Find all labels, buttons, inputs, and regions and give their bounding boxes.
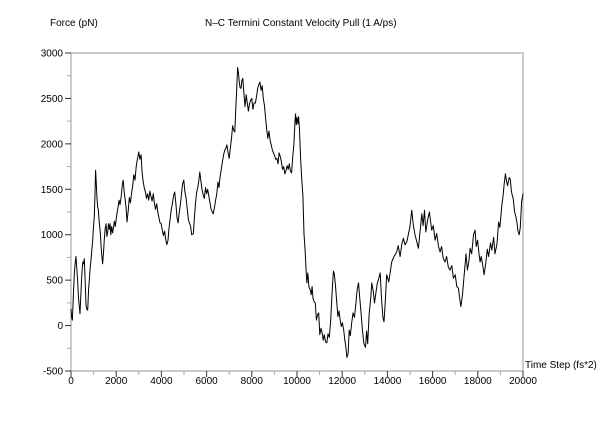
x-tick-label: 14000 [373,376,401,387]
plot-frame [70,52,524,372]
x-tick-label: 4000 [150,376,173,387]
y-tick-label: 2000 [41,139,64,150]
x-tick-label: 12000 [328,376,356,387]
y-tick-label: -500 [43,367,63,378]
x-tick-label: 20000 [509,376,537,387]
y-tick-label: 2500 [41,94,64,105]
x-tick-label: 2000 [105,376,128,387]
y-tick-label: 0 [57,321,63,332]
x-tick-label: 0 [68,376,74,387]
y-tick-label: 3000 [41,49,64,60]
y-tick-label: 500 [46,276,63,287]
x-tick-label: 10000 [283,376,311,387]
chart-title: N–C Termini Constant Velocity Pull (1 A/… [205,18,397,29]
y-axis-title: Force (pN) [50,18,98,29]
y-tick-label: 1000 [41,230,64,241]
force-trace [70,67,524,358]
x-tick-label: 6000 [195,376,218,387]
x-tick-label: 16000 [419,376,447,387]
x-tick-label: 18000 [464,376,492,387]
y-tick-label: 1500 [41,185,64,196]
x-tick-label: 8000 [241,376,264,387]
x-axis-title: Time Step (fs*2) [525,360,597,371]
